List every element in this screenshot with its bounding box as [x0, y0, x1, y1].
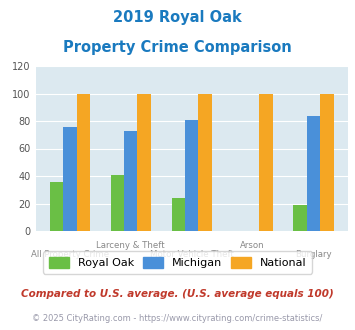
- Bar: [137, 93, 151, 231]
- Bar: [111, 175, 124, 231]
- Text: Burglary: Burglary: [295, 250, 332, 259]
- Bar: [63, 126, 77, 231]
- Bar: [185, 120, 198, 231]
- Text: All Property Crime: All Property Crime: [31, 250, 109, 259]
- Text: Motor Vehicle Theft: Motor Vehicle Theft: [150, 250, 234, 259]
- Text: © 2025 CityRating.com - https://www.cityrating.com/crime-statistics/: © 2025 CityRating.com - https://www.city…: [32, 314, 323, 323]
- Text: 2019 Royal Oak: 2019 Royal Oak: [113, 10, 242, 25]
- Bar: [124, 131, 137, 231]
- Text: Compared to U.S. average. (U.S. average equals 100): Compared to U.S. average. (U.S. average …: [21, 289, 334, 299]
- Bar: [320, 93, 334, 231]
- Legend: Royal Oak, Michigan, National: Royal Oak, Michigan, National: [43, 251, 312, 274]
- Bar: [260, 93, 273, 231]
- Bar: [294, 205, 307, 231]
- Text: Property Crime Comparison: Property Crime Comparison: [63, 40, 292, 54]
- Bar: [50, 182, 63, 231]
- Text: Arson: Arson: [240, 241, 265, 249]
- Bar: [77, 93, 90, 231]
- Bar: [307, 115, 320, 231]
- Text: Larceny & Theft: Larceny & Theft: [97, 241, 165, 249]
- Bar: [171, 198, 185, 231]
- Bar: [198, 93, 212, 231]
